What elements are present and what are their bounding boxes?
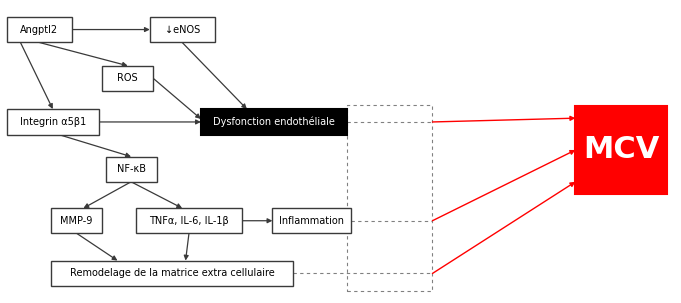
FancyBboxPatch shape <box>7 109 99 135</box>
Text: MCV: MCV <box>583 135 660 165</box>
FancyBboxPatch shape <box>51 208 102 233</box>
FancyBboxPatch shape <box>150 17 215 42</box>
Text: MMP-9: MMP-9 <box>61 216 93 226</box>
Text: Remodelage de la matrice extra cellulaire: Remodelage de la matrice extra cellulair… <box>69 268 274 278</box>
Text: ↓eNOS: ↓eNOS <box>165 25 200 35</box>
FancyBboxPatch shape <box>201 109 347 135</box>
Text: TNFα, IL-6, IL-1β: TNFα, IL-6, IL-1β <box>149 216 229 226</box>
Text: Inflammation: Inflammation <box>279 216 344 226</box>
FancyBboxPatch shape <box>272 208 351 233</box>
FancyBboxPatch shape <box>136 208 242 233</box>
Text: NF-κB: NF-κB <box>116 164 146 174</box>
Bar <box>347 105 432 291</box>
Text: Dysfonction endothéliale: Dysfonction endothéliale <box>213 117 335 127</box>
FancyBboxPatch shape <box>102 66 153 91</box>
Text: Angptl2: Angptl2 <box>20 25 58 35</box>
Text: ROS: ROS <box>117 73 138 83</box>
FancyBboxPatch shape <box>51 261 293 286</box>
FancyBboxPatch shape <box>575 106 667 194</box>
FancyBboxPatch shape <box>7 17 72 42</box>
FancyBboxPatch shape <box>106 157 157 182</box>
Text: Integrin α5β1: Integrin α5β1 <box>20 117 86 127</box>
